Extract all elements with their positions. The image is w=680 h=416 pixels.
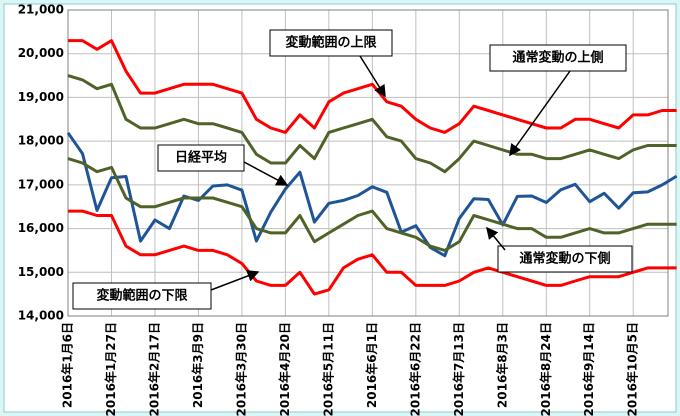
- arrow: [210, 270, 260, 291]
- x-tick-label: 2016年5月11日: [320, 322, 335, 416]
- annotation-box: [269, 29, 393, 57]
- x-tick-label: 2016年6月22日: [407, 322, 422, 416]
- annotation: 通常変動の上側: [512, 50, 603, 66]
- plot-border: [67, 9, 669, 317]
- series-line: [67, 157, 677, 252]
- y-tick-label: 20,000: [18, 46, 64, 60]
- x-tick-label: 2016年1月27日: [103, 322, 118, 416]
- arrow: [486, 226, 506, 251]
- series-line: [66, 131, 678, 258]
- x-tick-label: 2016年8月24日: [538, 322, 553, 416]
- series-line: [67, 74, 677, 174]
- y-tick-label: 18,000: [18, 134, 64, 148]
- arrow: [359, 55, 386, 98]
- annotation-box: [157, 144, 245, 172]
- x-tick-label: 2016年9月14日: [581, 322, 596, 416]
- annotation: 日経平均: [175, 150, 227, 166]
- y-tick-label: 17,000: [18, 177, 64, 191]
- x-tick-label: 2016年2月17日: [146, 322, 161, 416]
- x-tick-label: 2016年3月30日: [233, 322, 248, 416]
- x-tick-label: 2016年1月6日: [60, 322, 75, 408]
- y-tick-label: 21,000: [18, 3, 64, 17]
- y-tick-label: 16,000: [18, 221, 64, 235]
- x-tick-label: 2016年10月5日: [625, 322, 640, 416]
- y-tick-label: 15,000: [18, 265, 64, 279]
- annotation: 変動範囲の下限: [96, 288, 188, 304]
- annotation: 通常変動の下側: [519, 251, 610, 267]
- x-tick-label: 2016年7月13日: [451, 322, 466, 416]
- annotation-box: [489, 44, 627, 72]
- chart-area: [3, 3, 677, 413]
- series-line: [68, 39, 677, 134]
- y-tick-label: 19,000: [18, 90, 64, 104]
- annotations: 変動範囲の上限 通常変動の上側 日経平均 通常変動の下側 変動範囲の下限: [72, 29, 633, 310]
- annotation: 変動範囲の上限: [285, 35, 377, 51]
- arrow: [243, 161, 289, 186]
- x-tick-label: 2016年6月1日: [364, 322, 379, 408]
- y-tick-label: 14,000: [18, 309, 64, 323]
- x-tick-label: 2016年8月3日: [494, 322, 509, 408]
- annotation-box: [72, 282, 212, 310]
- x-tick-label: 2016年4月20日: [277, 322, 292, 416]
- series-line: [68, 209, 677, 296]
- annotation-box: [497, 245, 633, 273]
- x-tick-label: 2016年3月9日: [190, 322, 205, 408]
- arrow: [509, 70, 571, 157]
